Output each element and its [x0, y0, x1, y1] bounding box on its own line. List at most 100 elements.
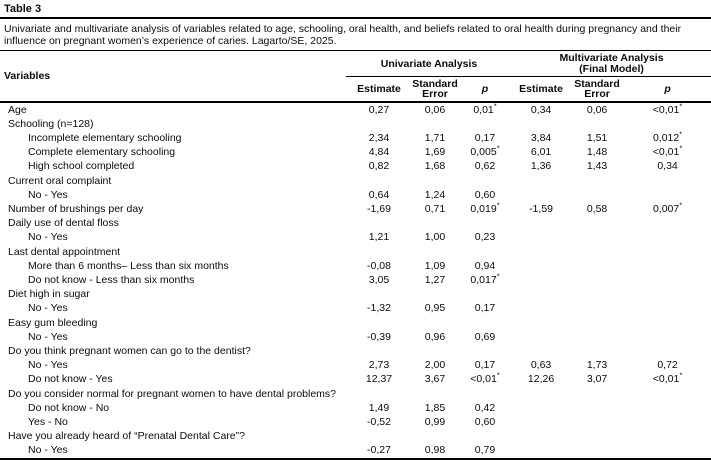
cell-uni-estimate — [346, 316, 412, 330]
cell-multi-p — [624, 174, 711, 188]
cell-uni-estimate: 1,49 — [368, 401, 390, 414]
cell-multi-p — [624, 259, 711, 273]
table-row: More than 6 months– Less than six months… — [0, 259, 711, 273]
cell-uni-estimate: -0,39 — [367, 330, 391, 343]
cell-uni-p: 0,17 — [474, 359, 496, 372]
cell-multi-estimate — [512, 117, 570, 131]
cell-uni-standard-error — [412, 287, 458, 301]
cell-multi-p — [624, 245, 711, 259]
row-label: Do not know - Yes — [28, 373, 113, 386]
analysis-table: Variables Univariate Analysis Multivaria… — [0, 51, 711, 460]
cell-multi-standard-error — [570, 443, 624, 458]
row-label: Do you think pregnant women can go to th… — [8, 344, 251, 357]
cell-uni-estimate — [346, 174, 412, 188]
cell-uni-standard-error: 0,98 — [424, 444, 446, 457]
cell-uni-estimate — [346, 387, 412, 401]
cell-multi-estimate: 6,01 — [530, 146, 552, 159]
cell-multi-standard-error: 3,07 — [586, 373, 608, 386]
cell-multi-p — [624, 429, 711, 443]
cell-uni-standard-error: 1,85 — [424, 401, 446, 414]
cell-uni-p: 0,94 — [474, 259, 496, 272]
cell-multi-estimate — [512, 401, 570, 415]
cell-multi-estimate: 3,84 — [530, 131, 552, 144]
cell-uni-estimate — [346, 287, 412, 301]
cell-multi-standard-error — [570, 344, 624, 358]
table-row: No - Yes 2,73 2,00 0,17 0,63 1,73 0,72 — [0, 358, 711, 372]
cell-uni-estimate: 12,37 — [365, 373, 393, 386]
table-label: Table 3 — [0, 0, 711, 19]
table-row: Yes - No -0,52 0,99 0,60 — [0, 415, 711, 429]
cell-multi-p: 0,012* — [652, 130, 683, 144]
cell-uni-estimate: 2,34 — [368, 131, 390, 144]
cell-uni-estimate: -1,69 — [367, 202, 391, 215]
subcolumn-header-uni-estimate: Estimate — [357, 82, 401, 95]
cell-multi-standard-error — [570, 188, 624, 202]
table-row: Last dental appointment — [0, 245, 711, 259]
group-header-univariate: Univariate Analysis — [346, 51, 513, 77]
cell-uni-standard-error: 0,95 — [424, 302, 446, 315]
row-label: No - Yes — [28, 231, 68, 244]
row-label: Complete elementary schooling — [28, 146, 176, 159]
row-label: Age — [8, 103, 27, 116]
row-label: Do you consider normal for pregnant wome… — [8, 387, 337, 400]
cell-uni-standard-error: 0,99 — [424, 415, 446, 428]
cell-multi-estimate — [512, 429, 570, 443]
cell-multi-estimate — [512, 287, 570, 301]
row-label: Incomplete elementary schooling — [28, 131, 182, 144]
cell-multi-estimate — [512, 387, 570, 401]
cell-multi-standard-error: 1,48 — [586, 146, 608, 159]
cell-uni-standard-error — [412, 174, 458, 188]
row-label: Schooling (n=128) — [8, 117, 94, 130]
cell-multi-p: <0,01* — [652, 372, 683, 386]
cell-multi-standard-error: 1,43 — [586, 160, 608, 173]
cell-multi-standard-error: 1,73 — [586, 359, 608, 372]
cell-uni-standard-error: 1,27 — [424, 273, 446, 286]
group-header-multivariate-line2: (Final Model) — [579, 63, 644, 76]
row-label: Easy gum bleeding — [8, 316, 98, 329]
cell-multi-p — [624, 316, 711, 330]
cell-multi-estimate: 1,36 — [530, 160, 552, 173]
cell-uni-estimate: 3,05 — [368, 273, 390, 286]
cell-multi-p — [624, 188, 711, 202]
cell-uni-standard-error: 1,68 — [424, 160, 446, 173]
cell-uni-standard-error: 1,69 — [424, 146, 446, 159]
table-row: No - Yes -0,39 0,96 0,69 — [0, 330, 711, 344]
cell-uni-p — [458, 174, 512, 188]
cell-multi-standard-error — [570, 401, 624, 415]
subcolumn-header-multi-p: p — [664, 82, 671, 95]
cell-uni-p — [458, 429, 512, 443]
row-label: Current oral complaint — [8, 174, 112, 187]
cell-multi-p: 0,007* — [652, 201, 683, 215]
cell-uni-estimate — [346, 117, 412, 131]
table-row: Complete elementary schooling 4,84 1,69 … — [0, 145, 711, 159]
table-row: Do not know - Yes 12,37 3,67 <0,01* 12,2… — [0, 372, 711, 386]
row-label: Have you already heard of “Prenatal Dent… — [8, 430, 245, 443]
row-label: No - Yes — [28, 330, 68, 343]
table-row: No - Yes -0,27 0,98 0,79 — [0, 443, 711, 458]
cell-uni-standard-error: 2,00 — [424, 359, 446, 372]
cell-multi-p: 0,34 — [657, 160, 678, 173]
row-label: More than 6 months– Less than six months — [28, 259, 229, 272]
cell-uni-standard-error: 1,71 — [424, 131, 446, 144]
cell-multi-standard-error: 0,06 — [586, 103, 608, 116]
cell-multi-standard-error — [570, 216, 624, 230]
cell-uni-estimate: 0,64 — [368, 188, 390, 201]
cell-multi-standard-error — [570, 245, 624, 259]
cell-uni-standard-error — [412, 429, 458, 443]
cell-uni-p: 0,79 — [474, 444, 496, 457]
table-row: Current oral complaint — [0, 174, 711, 188]
cell-uni-p: 0,23 — [474, 231, 496, 244]
cell-uni-p — [458, 117, 512, 131]
cell-uni-estimate: 4,84 — [368, 146, 390, 159]
cell-uni-p — [458, 316, 512, 330]
subcolumn-header-uni-standard-error: Standard Error — [412, 77, 458, 100]
cell-uni-standard-error: 1,24 — [424, 188, 446, 201]
subcolumn-header-multi-estimate: Estimate — [519, 82, 563, 95]
cell-multi-estimate — [512, 188, 570, 202]
cell-uni-standard-error — [412, 216, 458, 230]
group-header-univariate-line1: Univariate Analysis — [380, 57, 478, 70]
cell-uni-p: 0,005* — [470, 145, 500, 159]
cell-multi-p — [624, 387, 711, 401]
cell-multi-standard-error — [570, 301, 624, 315]
cell-multi-standard-error — [570, 287, 624, 301]
